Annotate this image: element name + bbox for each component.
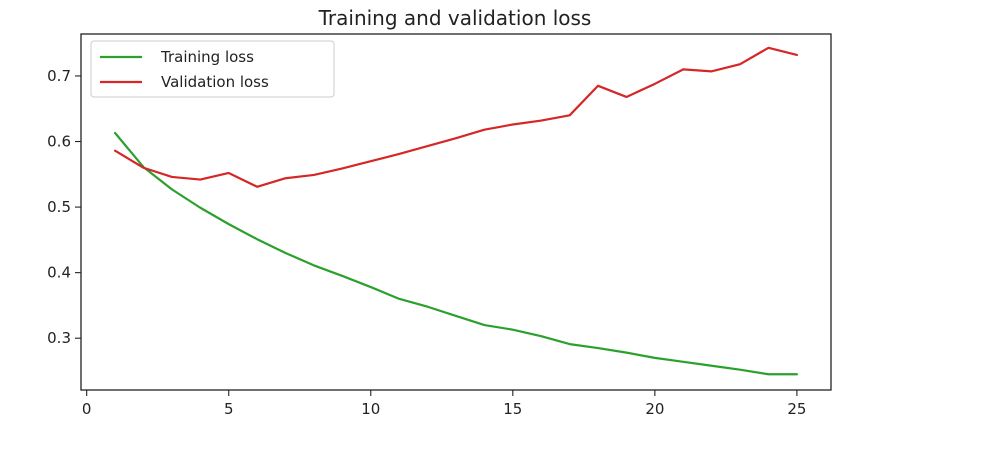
legend-label-training-loss: Training loss bbox=[160, 48, 254, 66]
legend-label-validation-loss: Validation loss bbox=[161, 73, 269, 91]
legend: Training loss Validation loss bbox=[91, 41, 334, 97]
x-axis: 0 5 10 15 20 25 bbox=[82, 390, 807, 418]
x-tick-label: 20 bbox=[645, 400, 664, 418]
series-line-training-loss bbox=[115, 133, 797, 374]
y-axis: 0.3 0.4 0.5 0.6 0.7 bbox=[47, 67, 81, 347]
x-tick-label: 25 bbox=[787, 400, 806, 418]
y-tick-label: 0.5 bbox=[47, 198, 71, 216]
chart-title: Training and validation loss bbox=[318, 6, 592, 30]
x-tick-label: 15 bbox=[503, 400, 522, 418]
y-tick-label: 0.6 bbox=[47, 133, 71, 151]
y-tick-label: 0.4 bbox=[47, 264, 71, 282]
y-tick-label: 0.7 bbox=[47, 67, 71, 85]
x-tick-label: 5 bbox=[224, 400, 234, 418]
x-tick-label: 0 bbox=[82, 400, 92, 418]
x-tick-label: 10 bbox=[361, 400, 380, 418]
y-tick-label: 0.3 bbox=[47, 329, 71, 347]
